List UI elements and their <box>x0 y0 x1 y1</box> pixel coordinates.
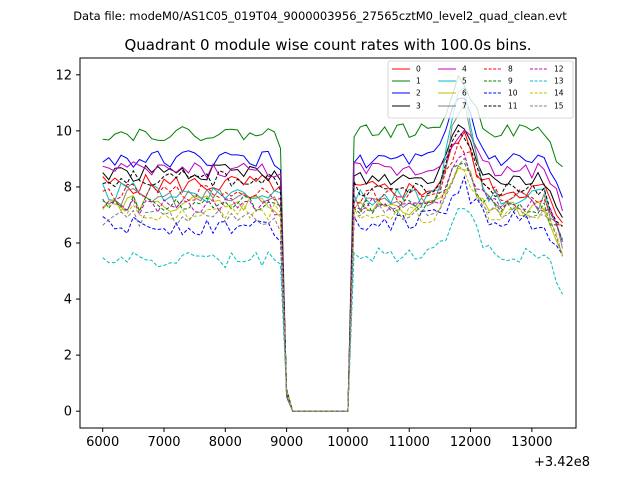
legend-label-6: 6 <box>462 89 467 98</box>
legend-label-14: 14 <box>554 89 564 98</box>
legend-label-15: 15 <box>554 102 564 111</box>
legend-label-0: 0 <box>416 65 421 74</box>
legend-label-3: 3 <box>416 102 421 111</box>
chart-suptitle: Data file: modeM0/AS1C05_019T04_90000039… <box>73 9 567 23</box>
legend-label-5: 5 <box>462 77 467 86</box>
series-line-15 <box>102 157 563 412</box>
x-offset-label: +3.42e8 <box>534 455 590 470</box>
legend-label-13: 13 <box>554 77 564 86</box>
y-axis: 0 2 4 6 8 10 12 <box>55 68 80 420</box>
legend-label-7: 7 <box>462 102 467 111</box>
legend-label-10: 10 <box>508 89 518 98</box>
legend-frame <box>387 60 574 119</box>
x-tick-label: 10000 <box>327 435 368 450</box>
chart-title: Quadrant 0 module wise count rates with … <box>124 36 531 54</box>
legend-label-8: 8 <box>508 65 513 74</box>
x-tick-label: 9000 <box>270 435 303 450</box>
legend-label-11: 11 <box>508 102 518 111</box>
series-line-13 <box>102 207 563 412</box>
legend-label-4: 4 <box>462 65 467 74</box>
legend-label-12: 12 <box>554 65 564 74</box>
y-tick-label: 4 <box>64 293 72 308</box>
y-tick-label: 2 <box>64 349 72 364</box>
x-tick-label: 6000 <box>86 435 119 450</box>
y-tick-label: 8 <box>64 180 72 195</box>
y-tick-label: 10 <box>55 124 72 139</box>
y-tick-label: 12 <box>55 68 72 83</box>
legend-label-9: 9 <box>508 77 513 86</box>
x-tick-label: 8000 <box>209 435 242 450</box>
x-axis: 6000 7000 8000 9000 10000 11000 12000 13000 <box>86 428 553 450</box>
legend-label-1: 1 <box>416 77 421 86</box>
plot-area <box>102 74 563 412</box>
y-tick-label: 0 <box>64 405 72 420</box>
x-tick-label: 13000 <box>511 435 552 450</box>
x-tick-label: 7000 <box>147 435 180 450</box>
series-layer <box>102 74 563 412</box>
x-tick-label: 11000 <box>389 435 430 450</box>
x-tick-label: 12000 <box>450 435 491 450</box>
y-tick-label: 6 <box>64 237 72 252</box>
legend-label-2: 2 <box>416 89 421 98</box>
